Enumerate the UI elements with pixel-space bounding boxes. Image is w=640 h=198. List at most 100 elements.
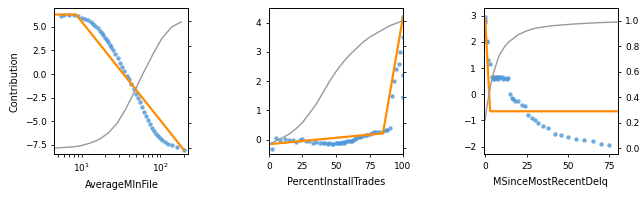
Point	[344, 139, 355, 143]
Point	[69, 14, 79, 17]
Point	[336, 141, 346, 144]
Point	[374, 130, 384, 133]
Point	[550, 132, 560, 135]
Point	[141, 115, 151, 118]
Point	[482, 39, 492, 42]
Point	[482, 40, 492, 44]
Point	[337, 141, 348, 144]
Point	[65, 13, 75, 17]
Point	[508, 98, 518, 101]
Point	[97, 31, 107, 35]
Point	[381, 129, 391, 132]
Point	[119, 69, 129, 72]
Point	[371, 131, 381, 134]
Point	[493, 77, 504, 80]
Point	[143, 119, 153, 122]
Point	[483, 59, 493, 62]
Point	[502, 77, 512, 80]
Point	[358, 135, 368, 138]
Point	[579, 138, 589, 142]
Point	[382, 128, 392, 131]
Point	[388, 80, 399, 83]
Point	[349, 137, 360, 141]
Point	[563, 136, 573, 139]
Point	[172, 145, 182, 148]
Point	[301, 140, 312, 143]
Point	[364, 132, 374, 135]
Point	[166, 144, 177, 147]
Point	[488, 77, 499, 80]
Point	[596, 142, 606, 146]
Point	[354, 136, 364, 139]
X-axis label: MSinceMostRecentDelq: MSinceMostRecentDelq	[493, 177, 608, 187]
Point	[500, 76, 510, 80]
Point	[73, 15, 83, 18]
Point	[480, 21, 490, 24]
Point	[391, 68, 401, 71]
Point	[99, 34, 109, 37]
Point	[134, 101, 145, 104]
Point	[160, 141, 170, 144]
Point	[351, 137, 361, 140]
Point	[394, 62, 404, 65]
Point	[369, 131, 379, 134]
Point	[333, 141, 344, 144]
Point	[294, 138, 305, 141]
Point	[80, 17, 90, 20]
Point	[288, 138, 298, 141]
Point	[533, 121, 543, 125]
Point	[147, 126, 157, 129]
Point	[136, 106, 147, 109]
Point	[331, 141, 341, 144]
Point	[102, 38, 112, 42]
Point	[588, 140, 598, 143]
Point	[398, 36, 408, 39]
Point	[492, 76, 502, 79]
Point	[340, 140, 351, 143]
Point	[56, 15, 67, 18]
Point	[90, 24, 100, 28]
Point	[604, 144, 614, 147]
Point	[490, 77, 500, 80]
Point	[360, 134, 371, 137]
Point	[398, 96, 408, 99]
Point	[86, 21, 96, 24]
Point	[362, 133, 372, 136]
Point	[398, 74, 408, 77]
Point	[398, 15, 408, 18]
X-axis label: AverageMInFile: AverageMInFile	[84, 180, 158, 190]
Point	[298, 137, 308, 141]
Point	[139, 110, 149, 113]
Point	[308, 141, 318, 144]
Y-axis label: Contribution: Contribution	[10, 51, 19, 111]
Point	[367, 132, 378, 135]
Point	[108, 48, 118, 51]
Point	[275, 138, 285, 141]
Point	[93, 26, 103, 29]
Point	[117, 65, 127, 68]
Point	[95, 29, 105, 32]
Point	[348, 138, 358, 141]
Point	[124, 78, 134, 81]
Point	[328, 142, 339, 146]
Point	[126, 83, 136, 86]
Point	[543, 127, 553, 130]
Point	[145, 123, 155, 126]
Point	[153, 135, 163, 138]
Point	[347, 139, 357, 142]
Point	[105, 43, 115, 46]
Point	[157, 139, 168, 142]
Point	[571, 137, 581, 140]
Point	[151, 132, 161, 136]
Point	[323, 142, 333, 145]
Point	[396, 50, 406, 53]
Point	[526, 116, 536, 119]
Point	[486, 76, 497, 79]
Point	[59, 14, 69, 17]
Point	[88, 22, 98, 26]
Point	[132, 97, 143, 100]
Point	[327, 142, 337, 145]
Point	[280, 138, 290, 141]
Point	[317, 142, 328, 145]
Point	[179, 148, 189, 151]
